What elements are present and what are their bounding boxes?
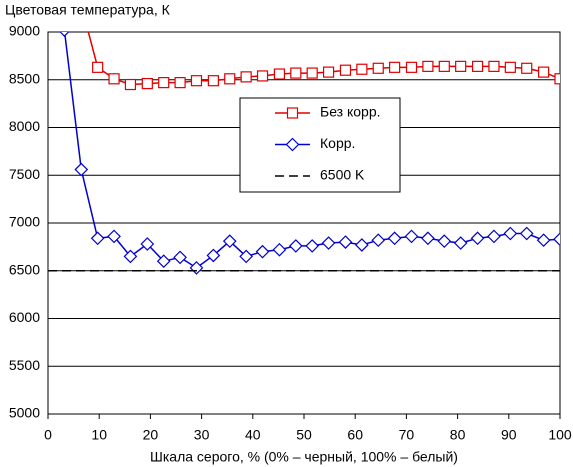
x-tick-label: 10 xyxy=(91,427,107,443)
x-tick-label: 20 xyxy=(143,427,159,443)
legend-box xyxy=(239,97,401,193)
square-marker xyxy=(92,61,104,73)
diamond-marker xyxy=(272,242,287,257)
x-tick-label: 80 xyxy=(450,427,466,443)
diamond-marker xyxy=(371,233,386,248)
diamond-marker xyxy=(536,233,551,248)
y-tick-label: 8500 xyxy=(9,70,40,86)
plot-border xyxy=(47,31,561,415)
diamond-marker xyxy=(404,229,419,244)
square-marker xyxy=(438,60,450,72)
chart-title: Цветовая температура, К xyxy=(5,2,171,18)
square-marker xyxy=(389,61,401,73)
diamond-marker xyxy=(90,231,105,246)
diamond-marker xyxy=(206,248,221,263)
square-marker xyxy=(455,60,467,72)
x-tick-label: 50 xyxy=(296,427,312,443)
diamond-marker xyxy=(107,229,121,244)
x-tick-label: 70 xyxy=(399,427,415,443)
plot-area xyxy=(48,32,560,275)
diamond-marker xyxy=(140,237,155,251)
square-marker xyxy=(422,60,434,72)
square-marker xyxy=(256,70,269,82)
square-marker xyxy=(286,107,299,119)
square-marker xyxy=(405,61,418,73)
diamond-marker xyxy=(321,236,336,250)
diamond-marker xyxy=(239,249,253,264)
diamond-marker xyxy=(222,234,237,248)
diamond-marker xyxy=(355,238,369,252)
y-tick-label: 6500 xyxy=(9,261,40,277)
diamond-marker xyxy=(387,231,402,246)
x-tick-label: 90 xyxy=(501,427,517,443)
square-marker xyxy=(141,77,153,90)
diamond-marker xyxy=(519,226,534,241)
square-marker xyxy=(273,68,286,80)
diamond-marker xyxy=(173,250,187,265)
square-marker xyxy=(174,77,186,89)
diamond-marker xyxy=(503,226,518,241)
y-tick-label: 6000 xyxy=(9,309,40,325)
diamond-marker xyxy=(470,231,485,246)
square-marker xyxy=(290,67,302,79)
x-tick-label: 40 xyxy=(245,427,261,443)
square-marker xyxy=(471,60,484,72)
square-marker xyxy=(322,66,335,78)
diamond-marker xyxy=(255,244,270,259)
square-marker xyxy=(339,64,352,76)
diamond-marker xyxy=(437,234,452,248)
diamond-marker xyxy=(156,254,171,269)
diamond-marker xyxy=(453,236,468,250)
diamond-marker xyxy=(59,32,70,37)
square-marker xyxy=(190,75,203,87)
diamond-marker xyxy=(487,229,501,244)
x-tick-label: 30 xyxy=(194,427,210,443)
square-marker xyxy=(124,78,137,91)
diamond-marker xyxy=(288,239,303,253)
square-marker xyxy=(207,75,219,87)
diamond-marker xyxy=(123,249,138,264)
y-tick-label: 9000 xyxy=(9,23,40,39)
y-tick-label: 7000 xyxy=(9,214,40,230)
diamond-marker xyxy=(189,261,204,275)
square-marker xyxy=(356,63,368,75)
diamond-marker xyxy=(338,235,353,249)
x-axis-label: Шкала серого, % (0% – черный, 100% – бел… xyxy=(150,449,458,465)
y-tick-label: 5500 xyxy=(9,357,40,373)
y-tick-label: 7500 xyxy=(9,166,40,182)
square-marker xyxy=(306,67,318,79)
diamond-marker xyxy=(285,137,300,152)
legend-label: Без корр. xyxy=(320,104,381,120)
y-tick-label: 5000 xyxy=(9,405,40,421)
diamond-marker xyxy=(553,232,560,247)
diamond-marker xyxy=(421,231,435,246)
diamond-marker xyxy=(305,239,320,253)
x-tick-label: 0 xyxy=(44,427,52,443)
legend-label: 6500 K xyxy=(320,167,365,183)
square-marker xyxy=(240,71,252,83)
square-marker xyxy=(224,73,236,85)
square-marker xyxy=(504,61,516,73)
square-marker xyxy=(538,66,550,78)
y-tick-label: 8000 xyxy=(9,118,40,134)
square-marker xyxy=(488,60,500,72)
diamond-marker xyxy=(74,162,89,177)
square-marker xyxy=(521,62,533,74)
x-tick-label: 60 xyxy=(347,427,363,443)
square-marker xyxy=(554,73,560,85)
square-marker xyxy=(158,77,170,89)
square-marker xyxy=(108,73,120,85)
x-tick-label: 100 xyxy=(548,427,572,443)
square-marker xyxy=(372,62,384,74)
legend-label: Корр. xyxy=(320,135,355,151)
